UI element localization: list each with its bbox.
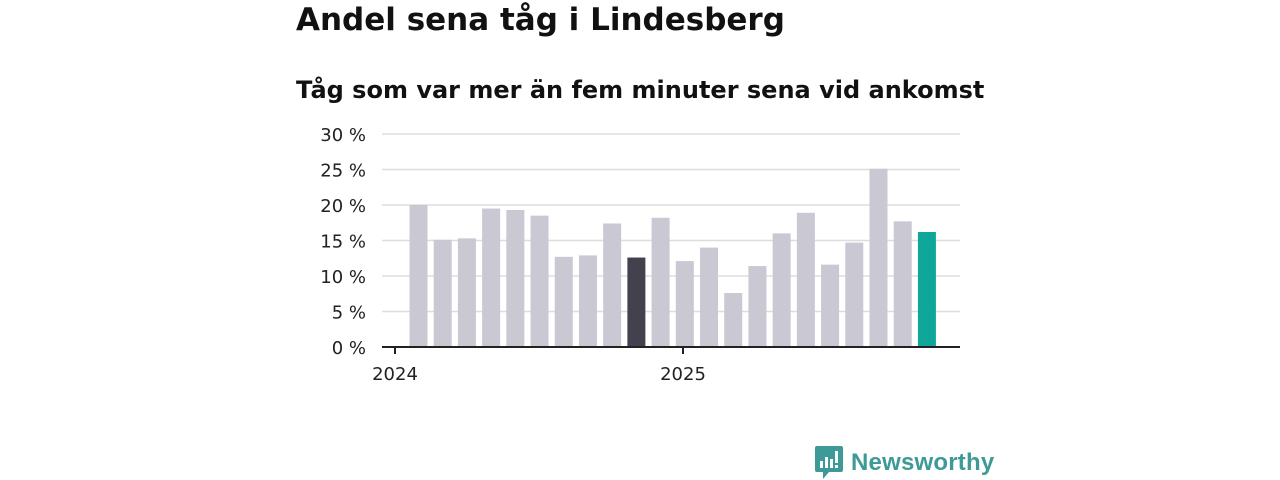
y-tick-label: 25 % bbox=[320, 161, 366, 182]
bar bbox=[917, 231, 936, 347]
y-axis-ticks: 0 % 5 % 10 % 15 % 20 % 25 % 30 % bbox=[320, 125, 366, 359]
y-tick-label: 20 % bbox=[320, 196, 366, 217]
x-tick-label: 2025 bbox=[660, 364, 706, 385]
bar bbox=[651, 217, 670, 347]
bar-chart: 0 % 5 % 10 % 15 % 20 % 25 % 30 % 2024 2025 bbox=[320, 125, 960, 385]
y-tick-label: 10 % bbox=[320, 267, 366, 288]
bar bbox=[482, 208, 501, 347]
bar bbox=[796, 212, 815, 347]
bar bbox=[675, 261, 694, 347]
grid-lines bbox=[382, 133, 960, 313]
bar bbox=[748, 266, 767, 347]
bar bbox=[700, 247, 719, 347]
bar bbox=[409, 205, 428, 347]
bar bbox=[869, 168, 888, 347]
bar bbox=[724, 293, 743, 347]
bar bbox=[627, 257, 646, 347]
y-tick-label: 5 % bbox=[332, 303, 366, 324]
bar bbox=[554, 256, 573, 347]
y-tick-label: 0 % bbox=[332, 338, 366, 359]
bar bbox=[893, 221, 912, 347]
y-tick-label: 15 % bbox=[320, 232, 366, 253]
bar bbox=[433, 239, 452, 347]
x-tick-label: 2024 bbox=[372, 364, 418, 385]
bar bbox=[457, 238, 476, 347]
bar bbox=[578, 255, 597, 347]
newsworthy-logo-icon bbox=[815, 446, 843, 479]
bar bbox=[821, 264, 840, 347]
chart-subtitle: Tåg som var mer än fem minuter sena vid … bbox=[296, 76, 985, 104]
bar bbox=[603, 223, 622, 347]
bar bbox=[506, 209, 525, 347]
y-tick-label: 30 % bbox=[320, 125, 366, 146]
brand-footer: Newsworthy bbox=[815, 446, 994, 480]
bar bbox=[772, 233, 791, 347]
brand-name: Newsworthy bbox=[851, 449, 995, 476]
bars bbox=[409, 168, 936, 347]
x-axis: 2024 2025 bbox=[372, 346, 960, 385]
bar bbox=[845, 242, 864, 347]
chart-title: Andel sena tåg i Lindesberg bbox=[296, 2, 785, 38]
bar bbox=[530, 215, 549, 347]
